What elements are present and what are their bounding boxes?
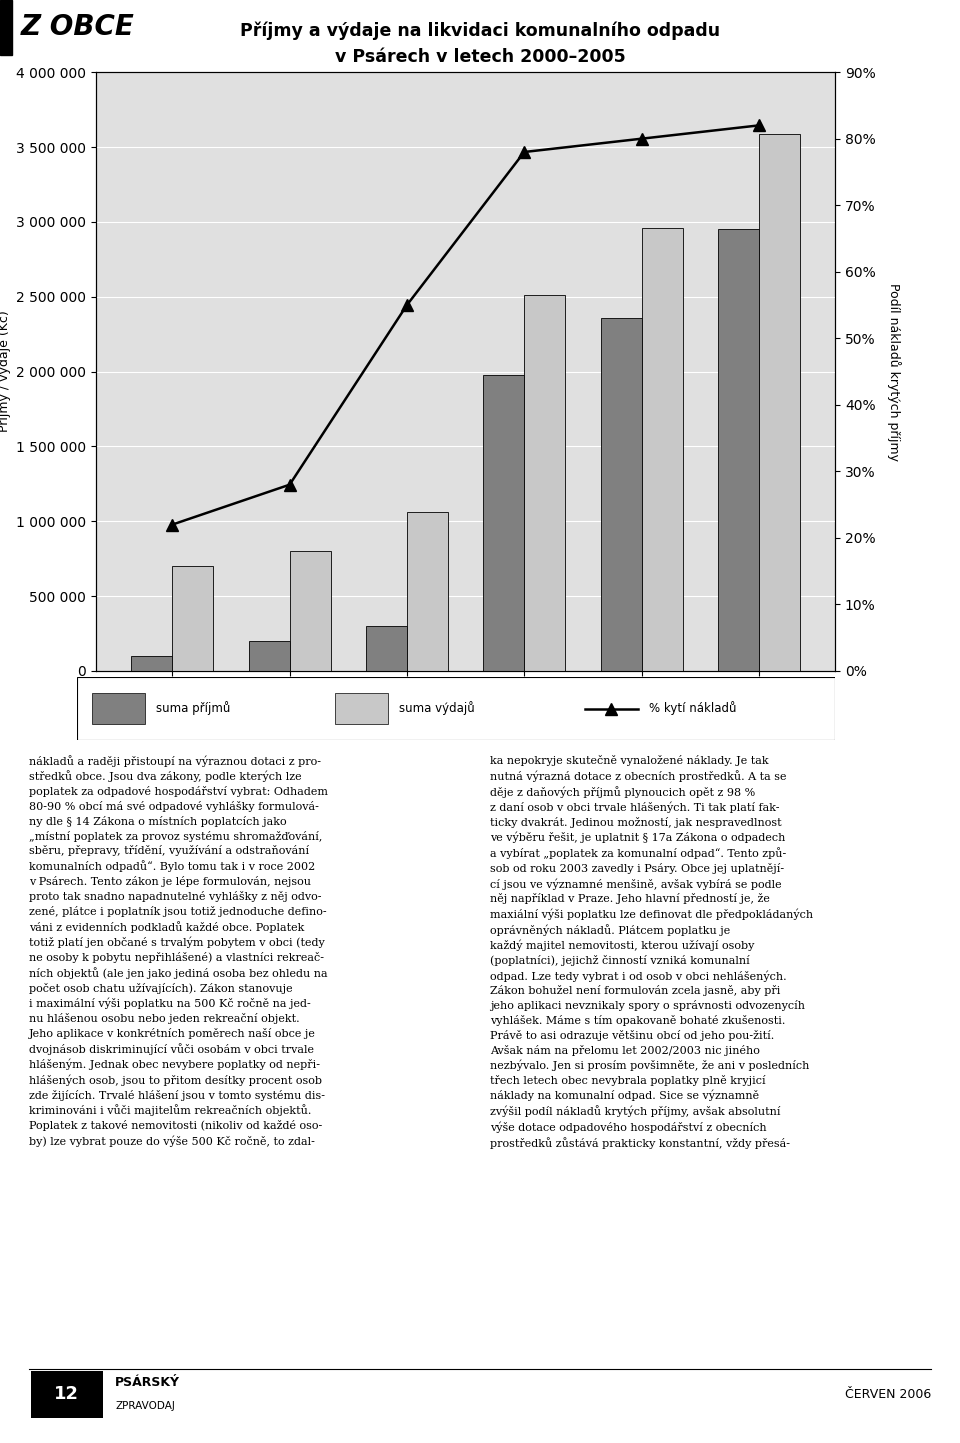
Bar — [366, 626, 407, 671]
Bar — [407, 512, 448, 671]
X-axis label: Roky: Roky — [450, 698, 481, 711]
Y-axis label: Příjmy / výdaje (Kč): Příjmy / výdaje (Kč) — [0, 310, 11, 433]
Text: v Psárech v letech 2000–2005: v Psárech v letech 2000–2005 — [335, 49, 625, 66]
Bar — [483, 375, 524, 671]
Bar — [0, 0, 12, 55]
Text: ČERVEN 2006: ČERVEN 2006 — [845, 1388, 931, 1401]
Text: PSÁRSKÝ: PSÁRSKÝ — [115, 1377, 180, 1390]
Bar — [172, 566, 213, 671]
Bar — [132, 657, 172, 671]
Bar — [31, 1371, 103, 1418]
Text: ka nepokryje skutečně vynaložené náklady. Je tak
nutná výrazná dotace z obecních: ka nepokryje skutečně vynaložené náklady… — [490, 755, 813, 1149]
Text: 12: 12 — [54, 1385, 80, 1403]
Bar — [335, 693, 388, 724]
Text: ZPRAVODAJ: ZPRAVODAJ — [115, 1401, 175, 1411]
Bar — [249, 641, 290, 671]
Text: suma příjmů: suma příjmů — [156, 701, 230, 716]
Text: Z OBCE: Z OBCE — [21, 13, 135, 42]
Bar — [718, 229, 759, 671]
Bar — [641, 228, 683, 671]
Bar — [759, 134, 800, 671]
Text: nákladů a raději přistoupí na výraznou dotaci z pro-
středků obce. Jsou dva záko: nákladů a raději přistoupí na výraznou d… — [29, 755, 327, 1147]
Text: suma výdajů: suma výdajů — [399, 701, 475, 716]
Text: % kytí nákladů: % kytí nákladů — [649, 701, 737, 716]
Y-axis label: Podíl nákladů krytých příjmy: Podíl nákladů krytých příjmy — [887, 283, 900, 460]
Bar — [92, 693, 145, 724]
Bar — [290, 551, 330, 671]
Bar — [524, 296, 565, 671]
Text: Příjmy a výdaje na likvidaci komunalního odpadu: Příjmy a výdaje na likvidaci komunalního… — [240, 22, 720, 40]
Bar — [601, 317, 641, 671]
